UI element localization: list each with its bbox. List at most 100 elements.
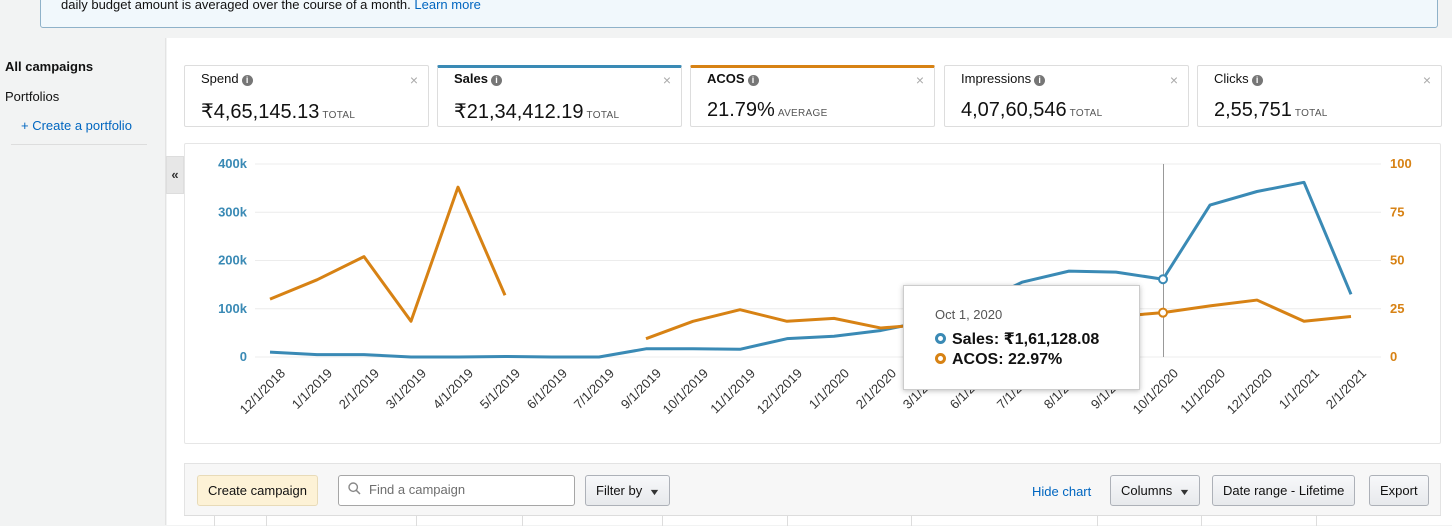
info-icon[interactable]: i	[1034, 75, 1046, 86]
x-tick-label: 5/1/2019	[477, 366, 523, 412]
metric-label: ACOS	[707, 71, 745, 86]
sidebar-item-all-campaigns[interactable]: All campaigns	[5, 59, 94, 74]
close-icon[interactable]: ×	[915, 72, 924, 88]
info-icon[interactable]: i	[747, 75, 759, 86]
collapse-sidebar-icon[interactable]: «	[166, 156, 184, 194]
chart-tooltip: Oct 1, 2020 Sales: ₹1,61,128.08 ACOS: 22…	[903, 285, 1140, 390]
x-tick-label: 12/1/2019	[754, 366, 806, 418]
y-right-tick-label: 25	[1390, 301, 1404, 316]
metric-card-acos[interactable]: ACOS i × 21.79% AVERAGE	[690, 65, 935, 127]
metric-amount: ₹21,34,412.19	[454, 101, 584, 123]
chart-panel: 0 100k 200k 300k 400k 0 25 50 75 100 12/1/2018 1/1/…	[184, 143, 1441, 444]
x-tick-label: 9/1/2019	[618, 366, 664, 412]
column-divider	[214, 516, 215, 526]
info-icon[interactable]: i	[490, 75, 502, 86]
metric-card-clicks[interactable]: Clicks i × 2,55,751 TOTAL	[1197, 65, 1442, 127]
x-tick-label: 6/1/2019	[524, 366, 570, 412]
y-left-tick-label: 200k	[218, 253, 248, 268]
metric-name: Impressions i	[961, 71, 1046, 86]
close-icon[interactable]: ×	[1169, 72, 1178, 88]
y-right-tick-label: 50	[1390, 253, 1404, 268]
column-divider	[1201, 516, 1202, 526]
columns-button[interactable]: Columns ▼	[1110, 475, 1201, 506]
x-tick-label: 11/1/2020	[1177, 366, 1228, 417]
tooltip-sales-row: Sales: ₹1,61,128.08	[935, 329, 1099, 349]
y-left-tick-label: 0	[240, 349, 247, 364]
column-divider	[911, 516, 912, 526]
filter-by-label: Filter by	[596, 483, 643, 498]
metric-amount: 2,55,751	[1214, 99, 1292, 121]
x-tick-label: 2/1/2021	[1323, 366, 1369, 412]
y-left-tick-label: 400k	[218, 156, 248, 171]
metric-unit: TOTAL	[322, 110, 356, 121]
create-campaign-button[interactable]: Create campaign	[197, 475, 318, 506]
metric-value: 21.79% AVERAGE	[707, 99, 828, 122]
metric-value: 2,55,751 TOTAL	[1214, 99, 1328, 122]
sales-dot-icon	[935, 333, 946, 344]
column-divider	[416, 516, 417, 526]
filter-by-button[interactable]: Filter by ▼	[585, 475, 671, 506]
metric-value: ₹21,34,412.19 TOTAL	[454, 99, 619, 124]
data-point-acos	[1158, 307, 1168, 318]
tooltip-sales-label: Sales:	[952, 331, 1000, 348]
metric-amount: 21.79%	[707, 99, 775, 121]
column-divider	[787, 516, 788, 526]
metric-label: Clicks	[1214, 71, 1249, 86]
export-button[interactable]: Export	[1369, 475, 1429, 506]
metric-label: Spend	[201, 71, 239, 86]
tooltip-acos-value: 22.97%	[1008, 351, 1063, 368]
x-tick-label: 1/1/2020	[806, 366, 852, 412]
metric-card-spend[interactable]: Spend i × ₹4,65,145.13 TOTAL	[184, 65, 429, 127]
columns-label: Columns	[1121, 483, 1173, 498]
column-divider	[1316, 516, 1317, 526]
close-icon[interactable]: ×	[662, 72, 671, 88]
x-tick-label: 3/1/2019	[383, 366, 429, 412]
sidebar-item-portfolios[interactable]: Portfolios	[5, 89, 60, 104]
x-tick-label: 10/1/2019	[660, 366, 712, 418]
x-tick-label: 12/1/2020	[1224, 366, 1276, 418]
metric-unit: TOTAL	[1069, 108, 1103, 119]
sidebar: All campaigns Portfolios + Create a port…	[0, 38, 166, 525]
series-line-acos	[269, 185, 507, 323]
metric-unit: TOTAL	[1294, 108, 1328, 119]
tooltip-sales-value: ₹1,61,128.08	[1003, 331, 1100, 348]
column-divider	[662, 516, 663, 526]
x-tick-label: 1/1/2019	[289, 366, 335, 412]
metric-name: ACOS i	[707, 71, 759, 86]
metric-label: Sales	[454, 71, 488, 86]
close-icon[interactable]: ×	[409, 72, 418, 88]
chevron-down-icon: ▼	[648, 487, 661, 497]
campaign-toolbar: Create campaign Filter by ▼ Hide chart Co…	[184, 463, 1441, 525]
metric-card-sales[interactable]: Sales i × ₹21,34,412.19 TOTAL	[437, 65, 682, 127]
column-divider	[1097, 516, 1098, 526]
metric-amount: 4,07,60,546	[961, 99, 1067, 121]
x-tick-label: 2/1/2020	[853, 366, 899, 412]
hide-chart-link[interactable]: Hide chart	[1032, 484, 1092, 499]
x-tick-label: 11/1/2019	[707, 366, 758, 417]
close-icon[interactable]: ×	[1422, 72, 1431, 88]
x-tick-label: 2/1/2019	[336, 366, 382, 412]
create-portfolio-link[interactable]: + Create a portfolio	[21, 118, 132, 133]
y-left-tick-label: 100k	[218, 301, 248, 316]
x-tick-label: 7/1/2019	[571, 366, 617, 412]
metric-unit: TOTAL	[586, 110, 620, 121]
info-icon[interactable]: i	[1251, 75, 1263, 86]
banner-text: daily budget amount is averaged over the…	[61, 0, 411, 12]
metric-card-impressions[interactable]: Impressions i × 4,07,60,546 TOTAL	[944, 65, 1189, 127]
metric-unit: AVERAGE	[777, 108, 828, 119]
campaign-table-header	[184, 515, 1441, 526]
metric-name: Clicks i	[1214, 71, 1263, 86]
metric-name: Sales i	[454, 71, 502, 86]
x-tick-label: 4/1/2019	[430, 366, 476, 412]
column-divider	[266, 516, 267, 526]
learn-more-link[interactable]: Learn more	[414, 0, 481, 12]
search-input[interactable]	[369, 482, 569, 497]
sidebar-divider	[11, 144, 147, 145]
info-banner: daily budget amount is averaged over the…	[40, 0, 1438, 28]
x-tick-label: 1/1/2021	[1276, 366, 1322, 412]
tooltip-date: Oct 1, 2020	[935, 307, 1003, 322]
date-range-button[interactable]: Date range - Lifetime	[1212, 475, 1356, 506]
x-tick-label: 12/1/2018	[237, 366, 289, 418]
info-icon[interactable]: i	[241, 75, 253, 86]
